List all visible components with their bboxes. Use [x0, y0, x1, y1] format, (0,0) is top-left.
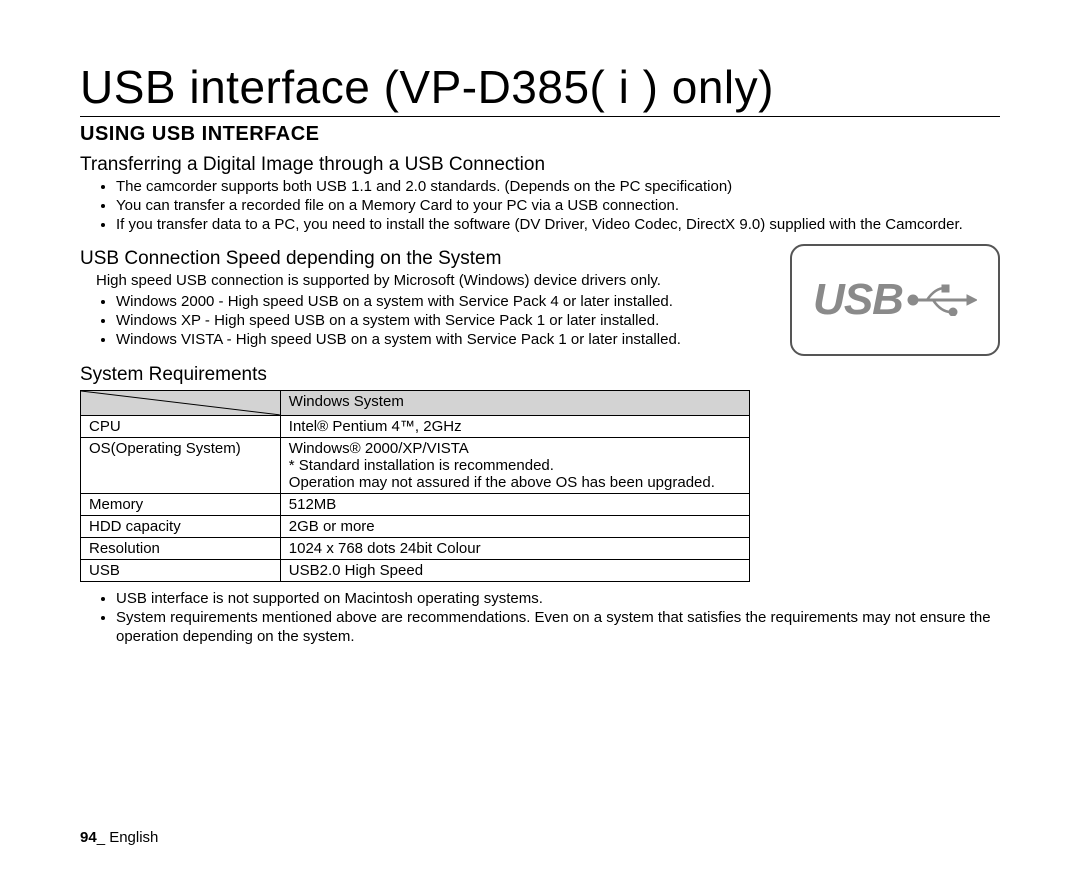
- table-cell: 2GB or more: [280, 516, 749, 538]
- table-cell: OS(Operating System): [81, 438, 281, 494]
- table-cell: CPU: [81, 416, 281, 438]
- list-item: Windows XP - High speed USB on a system …: [116, 312, 776, 331]
- table-header: Windows System: [280, 391, 749, 416]
- diagonal-line-icon: [81, 391, 280, 415]
- sub-heading-speed: USB Connection Speed depending on the Sy…: [80, 248, 776, 270]
- table-row: USB USB2.0 High Speed: [81, 560, 750, 582]
- page-footer: 94_ English: [80, 829, 158, 846]
- list-item: USB interface is not supported on Macint…: [116, 590, 1000, 609]
- usb-trident-icon: [907, 284, 977, 316]
- requirements-table: Windows System CPU Intel® Pentium 4™, 2G…: [80, 390, 750, 582]
- bullets-post-table: USB interface is not supported on Macint…: [116, 590, 1000, 646]
- list-item: You can transfer a recorded file on a Me…: [116, 197, 1000, 216]
- bullets-speed: Windows 2000 - High speed USB on a syste…: [116, 293, 776, 349]
- table-cell: USB2.0 High Speed: [280, 560, 749, 582]
- list-item: Windows VISTA - High speed USB on a syst…: [116, 331, 776, 350]
- table-cell: Windows® 2000/XP/VISTA * Standard instal…: [280, 438, 749, 494]
- table-cell: HDD capacity: [81, 516, 281, 538]
- usb-logo-text: USB: [813, 275, 903, 325]
- table-row: CPU Intel® Pentium 4™, 2GHz: [81, 416, 750, 438]
- page-title: USB interface (VP-D385( i ) only): [80, 60, 1000, 117]
- table-cell: Resolution: [81, 538, 281, 560]
- table-row: HDD capacity 2GB or more: [81, 516, 750, 538]
- table-row: Memory 512MB: [81, 494, 750, 516]
- footer-language: English: [109, 829, 158, 846]
- table-cell: USB: [81, 560, 281, 582]
- note-speed: High speed USB connection is supported b…: [96, 272, 776, 291]
- list-item: Windows 2000 - High speed USB on a syste…: [116, 293, 776, 312]
- table-row: Resolution 1024 x 768 dots 24bit Colour: [81, 538, 750, 560]
- footer-sep: _: [97, 829, 110, 846]
- table-row: Windows System: [81, 391, 750, 416]
- table-cell: 1024 x 768 dots 24bit Colour: [280, 538, 749, 560]
- list-item: System requirements mentioned above are …: [116, 609, 1000, 647]
- list-item: If you transfer data to a PC, you need t…: [116, 216, 1000, 235]
- table-cell: Intel® Pentium 4™, 2GHz: [280, 416, 749, 438]
- table-cell: 512MB: [280, 494, 749, 516]
- page-number: 94: [80, 829, 97, 846]
- section-heading: USING USB INTERFACE: [80, 123, 1000, 146]
- table-cell: Memory: [81, 494, 281, 516]
- bullets-transfer: The camcorder supports both USB 1.1 and …: [116, 178, 1000, 234]
- sub-heading-requirements: System Requirements: [80, 364, 1000, 386]
- sub-heading-transfer: Transferring a Digital Image through a U…: [80, 154, 1000, 176]
- list-item: The camcorder supports both USB 1.1 and …: [116, 178, 1000, 197]
- usb-logo: USB: [790, 244, 1000, 356]
- table-row: OS(Operating System) Windows® 2000/XP/VI…: [81, 438, 750, 494]
